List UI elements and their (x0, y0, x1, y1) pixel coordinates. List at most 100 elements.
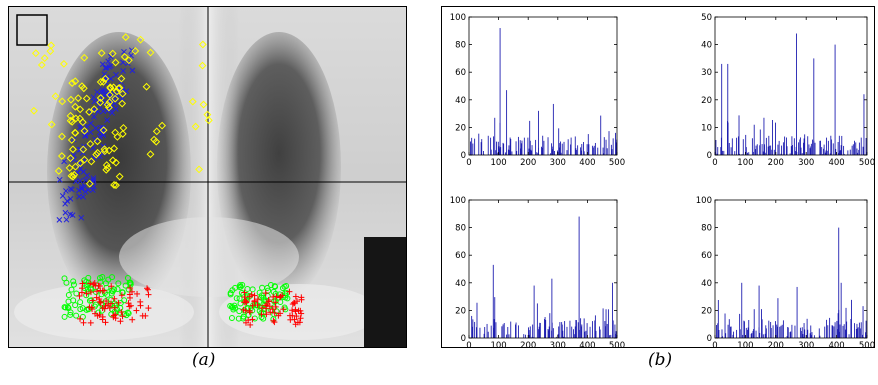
green-circle-marker (125, 286, 132, 293)
blue-x-marker (124, 60, 131, 67)
blue-x-marker (91, 113, 97, 120)
red-plus-marker (101, 287, 108, 294)
blue-x-marker (84, 172, 90, 179)
blue-x-marker (70, 156, 77, 163)
red-plus-marker (108, 300, 115, 307)
blue-x-marker (67, 211, 74, 218)
yellow-diamond-marker (72, 114, 80, 123)
yellow-diamond-marker (188, 97, 197, 106)
x-tick-label: 300 (550, 341, 566, 347)
yellow-diamond-marker (117, 74, 126, 83)
yellow-diamond-marker (80, 155, 89, 164)
green-circle-marker (228, 315, 235, 322)
red-plus-marker (266, 303, 273, 310)
y-tick-label: 20 (701, 96, 712, 106)
red-plus-marker (246, 307, 253, 314)
green-circle-marker (72, 302, 79, 309)
yellow-diamond-marker (92, 150, 101, 159)
red-plus-marker (96, 283, 103, 290)
green-circle-marker (236, 295, 243, 302)
red-plus-marker (93, 294, 100, 301)
yellow-diamond-marker (71, 102, 80, 111)
blue-x-marker (105, 58, 112, 65)
y-tick-label: 80 (455, 41, 466, 51)
x-tick-label: 100 (737, 158, 753, 168)
yellow-diamond-marker (118, 89, 127, 98)
red-plus-marker (263, 311, 270, 318)
y-tick-label: 80 (455, 224, 466, 234)
yellow-diamond-marker (68, 117, 77, 126)
yellow-diamond-marker (103, 100, 112, 109)
y-tick-label: 20 (701, 306, 712, 316)
y-tick-label: 10 (701, 123, 712, 133)
yellow-diamond-marker (96, 94, 105, 102)
yellow-diamond-marker (120, 52, 129, 61)
y-tick-label: 100 (450, 196, 466, 206)
red-plus-marker (292, 293, 299, 300)
yellow-diamond-marker (158, 121, 167, 130)
y-tick-label: 100 (450, 13, 466, 23)
green-circle-marker (65, 292, 72, 299)
red-plus-marker (118, 309, 125, 316)
green-circle-marker (264, 285, 271, 292)
x-tick-label: 100 (490, 158, 506, 168)
red-plus-marker (139, 312, 146, 319)
histogram-panel: 0 100 200 300 400 500 0 20 40 60 80 100 0 100 200 300 40… (441, 6, 875, 351)
red-plus-marker (110, 312, 117, 319)
green-circle-marker (98, 291, 105, 298)
histogram-1: 0 100 200 300 400 500 0 20 40 60 80 100 (450, 13, 625, 168)
green-circle-marker (240, 313, 247, 320)
green-circle-marker (73, 312, 80, 319)
yellow-diamond-marker (69, 145, 77, 154)
red-plus-marker (289, 301, 296, 308)
red-plus-marker (271, 319, 278, 326)
red-plus-marker (96, 296, 103, 303)
red-plus-marker (86, 304, 93, 311)
red-plus-marker (240, 306, 247, 313)
yellow-diamond-markers (30, 33, 213, 190)
x-tick-label: 300 (798, 158, 814, 168)
blue-x-marker (63, 188, 69, 194)
blue-x-marker (104, 107, 111, 114)
red-plus-marker (287, 316, 294, 323)
yellow-diamond-marker (198, 61, 207, 70)
green-circle-marker (73, 290, 80, 297)
red-plus-marker (87, 280, 94, 287)
yellow-diamond-marker (112, 158, 120, 167)
y-tick-label: 40 (455, 279, 466, 289)
histogram-2: 0 100 200 300 400 500 0 10 20 30 40 50 (701, 13, 875, 168)
green-circle-marker (236, 308, 243, 315)
yellow-diamond-marker (67, 95, 75, 104)
red-plus-marker (126, 303, 133, 310)
green-circle-marker (244, 285, 251, 292)
yellow-diamond-marker (199, 100, 208, 109)
y-tick-label: 60 (701, 251, 712, 261)
yellow-diamond-marker (121, 33, 130, 42)
yellow-diamond-marker (66, 154, 75, 163)
blue-x-marker (80, 194, 86, 200)
red-plus-marker (262, 290, 269, 297)
y-tick-label: 30 (701, 68, 712, 78)
green-circle-marker (77, 299, 84, 306)
yellow-diamond-marker (102, 165, 111, 174)
red-plus-marker (297, 307, 304, 314)
red-plus-marker (77, 315, 84, 322)
green-circle-marker (236, 284, 243, 291)
y-tick-label: 0 (461, 151, 466, 161)
red-plus-marker (254, 296, 261, 303)
yellow-diamond-marker (85, 179, 94, 188)
blue-x-marker (67, 185, 74, 192)
yellow-diamond-marker (80, 126, 89, 135)
yellow-diamond-marker (112, 181, 120, 190)
green-circle-marker (121, 297, 128, 304)
green-circle-marker (67, 311, 74, 318)
blue-x-marker (102, 65, 109, 71)
yellow-diamond-marker (204, 116, 213, 125)
yellow-diamond-marker (58, 97, 67, 106)
blue-x-marker (77, 166, 84, 173)
red-plus-marker (251, 292, 258, 299)
green-circle-marker (267, 282, 274, 289)
red-plus-marker (97, 299, 104, 306)
yellow-diamond-marker (203, 110, 212, 119)
blue-x-marker (56, 217, 63, 223)
